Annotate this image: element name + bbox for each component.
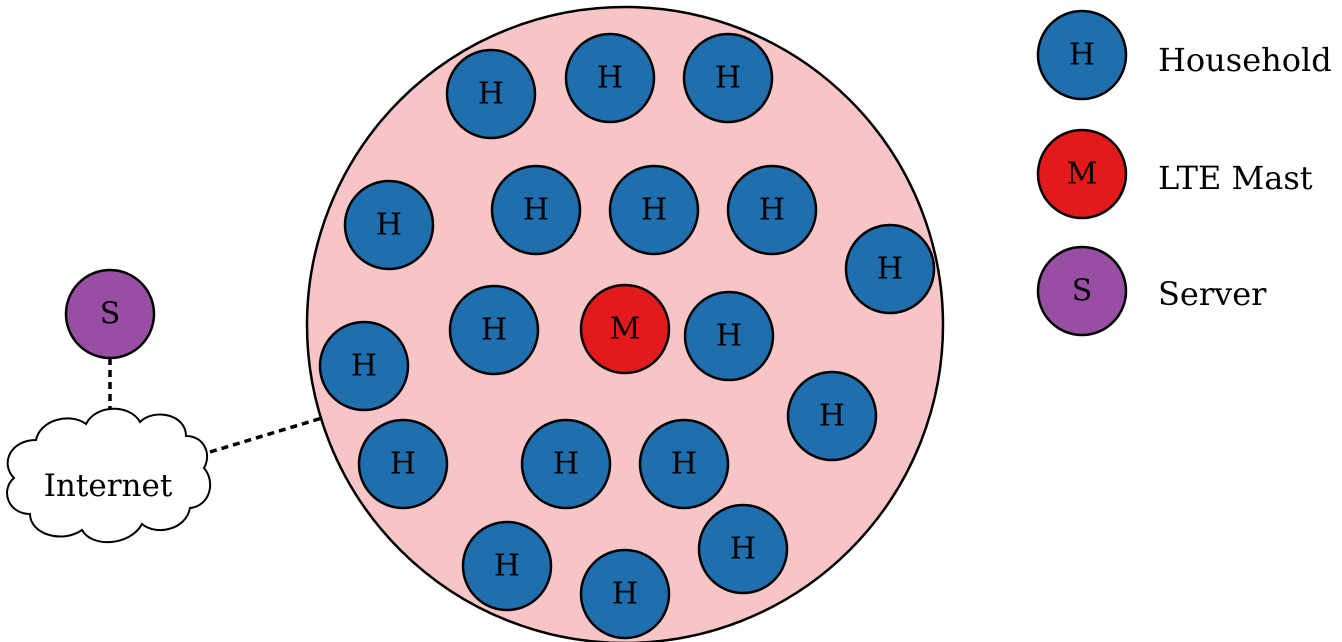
svg-text:H: H [819,399,845,434]
households-group: H H H H H H H H H H H H H H H H H H [318,32,936,640]
svg-text:H: H [494,549,520,584]
svg-text:H: H [1069,38,1095,73]
svg-text:H: H [523,193,549,228]
legend-item-household: H Household [1036,9,1332,101]
svg-text:M: M [1067,157,1098,192]
internet-cloud: Internet [6,407,212,543]
household-node: H [726,164,818,256]
svg-text:H: H [715,61,741,96]
cloud-icon [6,407,212,543]
household-node: H [445,48,537,140]
household-node: H [520,418,612,510]
svg-text:S: S [100,297,121,332]
household-node: H [564,32,656,124]
household-node: H [608,164,700,256]
legend-label: LTE Mast [1158,159,1313,197]
svg-text:H: H [716,319,742,354]
svg-text:H: H [730,532,756,567]
svg-text:H: H [553,447,579,482]
household-node: H [461,520,553,612]
svg-text:H: H [481,313,507,348]
svg-text:H: H [671,447,697,482]
household-node: H [683,290,775,382]
household-node: H [318,320,410,412]
household-node: H [357,418,449,510]
svg-text:M: M [610,312,641,347]
svg-text:H: H [612,577,638,612]
lte-mast-node: M [579,283,671,375]
svg-text:H: H [877,252,903,287]
legend-label: Household [1158,41,1332,79]
svg-text:S: S [1072,274,1093,309]
household-node: H [697,503,789,595]
legend-item-lte-mast: M LTE Mast [1036,128,1313,220]
household-node: H [844,223,936,315]
household-node: H [638,418,730,510]
household-node: H [579,548,671,640]
household-node: H [490,164,582,256]
internet-label: Internet [44,468,173,504]
svg-text:H: H [478,77,504,112]
internet-coverage-link [209,416,323,454]
svg-text:H: H [390,447,416,482]
legend-label: Server [1158,275,1267,313]
svg-text:H: H [759,193,785,228]
server-node: S [64,268,156,360]
svg-text:H: H [351,349,377,384]
household-node: H [786,370,878,462]
svg-text:H: H [376,208,402,243]
legend: H Household M LTE Mast S Server [1036,9,1332,337]
household-node: H [682,32,774,124]
household-node: H [448,284,540,376]
household-node: H [343,179,435,271]
svg-text:H: H [597,61,623,96]
svg-text:H: H [641,193,667,228]
legend-item-server: S Server [1036,245,1267,337]
